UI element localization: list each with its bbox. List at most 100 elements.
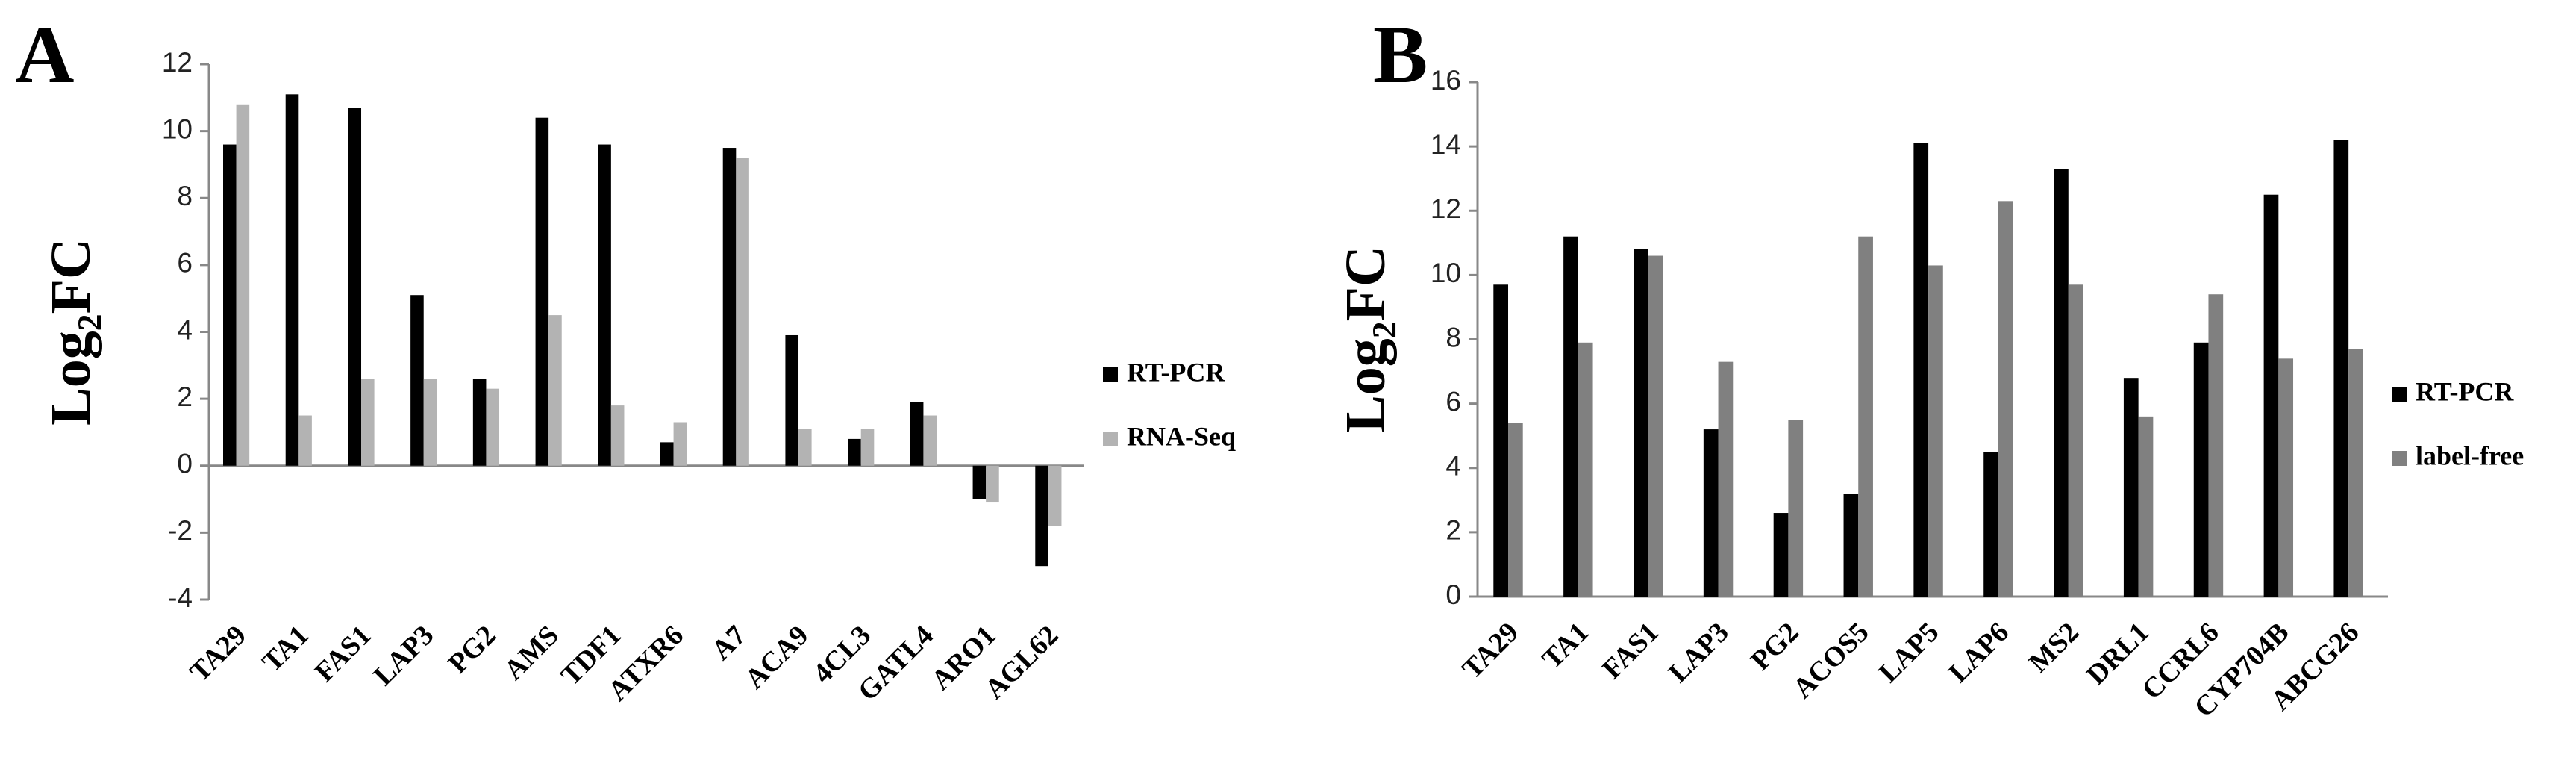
x-tick-label: PG2: [443, 620, 502, 679]
bar: [410, 295, 424, 466]
bar: [1983, 452, 1998, 597]
bar: [2263, 194, 2279, 597]
y-tick-label: 10: [1431, 258, 1461, 288]
bar: [1858, 236, 1873, 597]
bar: [2054, 169, 2069, 597]
y-tick-label: 2: [1445, 515, 1461, 546]
y-tick-label: 0: [1445, 579, 1461, 610]
bar: [2068, 284, 2083, 597]
bar: [298, 415, 312, 466]
y-tick-label: 4: [177, 314, 193, 345]
legend-swatch: [2392, 451, 2407, 466]
bar: [486, 388, 500, 466]
bar: [1718, 361, 1734, 597]
panel-label: A: [15, 9, 74, 100]
bar: [548, 315, 562, 466]
bar: [1648, 255, 1663, 597]
bar: [785, 334, 799, 466]
bar: [1773, 513, 1789, 597]
y-tick-label: -4: [168, 582, 193, 613]
bar: [285, 94, 299, 466]
bar: [1048, 465, 1062, 526]
legend-swatch: [2392, 387, 2407, 402]
x-tick-label: LAP3: [1663, 617, 1735, 689]
bar: [660, 442, 674, 466]
bar: [736, 158, 749, 466]
legend-swatch: [1103, 367, 1118, 382]
y-tick-label: 4: [1445, 451, 1461, 482]
bar: [610, 405, 625, 466]
y-tick-label: 8: [177, 181, 193, 211]
bar: [722, 148, 737, 466]
bar: [2333, 140, 2349, 597]
y-tick-label: 8: [1445, 322, 1461, 352]
bar: [472, 379, 487, 466]
y-tick-label: 2: [177, 382, 193, 412]
y-tick-label: 12: [1431, 193, 1461, 224]
bar: [923, 415, 937, 466]
legend-label: RNA-Seq: [1127, 421, 1236, 451]
x-tick-label: PG2: [1745, 617, 1804, 676]
x-tick-label: MS2: [2023, 617, 2085, 679]
y-tick-label: -2: [168, 515, 193, 546]
legend-label: RT-PCR: [2416, 376, 2514, 406]
bar: [2123, 378, 2139, 597]
y-tick-label: 6: [1445, 386, 1461, 417]
y-tick-label: 14: [1431, 129, 1461, 160]
bar: [848, 438, 861, 466]
bar: [2138, 416, 2154, 597]
bar: [423, 379, 437, 466]
bar: [798, 429, 812, 466]
bar: [1998, 201, 2013, 597]
y-tick-label: 6: [177, 248, 193, 278]
y-axis-title: Log₂FC: [1334, 246, 1397, 433]
y-tick-label: 0: [177, 449, 193, 479]
x-tick-label: AMS: [498, 620, 564, 686]
bar: [2278, 358, 2294, 597]
y-axis-title: Log₂FC: [40, 238, 102, 426]
panel-label: B: [1373, 9, 1428, 100]
bar: [1035, 465, 1048, 567]
bar: [910, 402, 924, 466]
bar: [1703, 429, 1719, 597]
y-tick-label: 10: [162, 113, 193, 144]
bar: [1508, 423, 1523, 597]
bar: [361, 379, 375, 466]
bar: [1928, 265, 1943, 597]
bar: [2208, 294, 2224, 597]
bar: [1493, 284, 1509, 597]
bar: [598, 144, 611, 466]
bar: [1843, 494, 1859, 597]
bar: [1788, 420, 1804, 597]
x-tick-label: FAS1: [309, 620, 378, 688]
x-tick-label: A7: [705, 620, 752, 667]
bar: [236, 104, 250, 466]
x-tick-label: TA29: [184, 620, 252, 688]
legend-label: label-free: [2416, 441, 2524, 470]
x-tick-label: TA1: [256, 620, 314, 678]
x-tick-label: TA29: [1456, 617, 1525, 685]
x-tick-label: ACA9: [739, 620, 814, 695]
bar: [986, 465, 999, 503]
x-tick-label: LAP5: [1872, 617, 1945, 689]
bar: [972, 465, 987, 499]
x-tick-label: ACOS5: [1787, 617, 1875, 705]
bar: [348, 108, 362, 466]
legend-swatch: [1103, 432, 1118, 446]
legend-label: RT-PCR: [1127, 357, 1225, 387]
x-tick-label: TA1: [1536, 617, 1595, 675]
bar: [673, 422, 687, 466]
bar: [1563, 236, 1578, 597]
bar: [860, 429, 875, 466]
y-tick-label: 12: [162, 47, 193, 78]
bar: [1913, 143, 1929, 597]
x-tick-label: LAP3: [367, 620, 440, 692]
bar: [2193, 342, 2209, 597]
bar: [1578, 342, 1593, 597]
x-tick-label: LAP6: [1942, 617, 2015, 689]
bar: [2348, 349, 2363, 597]
y-tick-label: 16: [1431, 65, 1461, 96]
x-tick-label: FAS1: [1596, 617, 1665, 685]
bar: [1633, 249, 1648, 597]
